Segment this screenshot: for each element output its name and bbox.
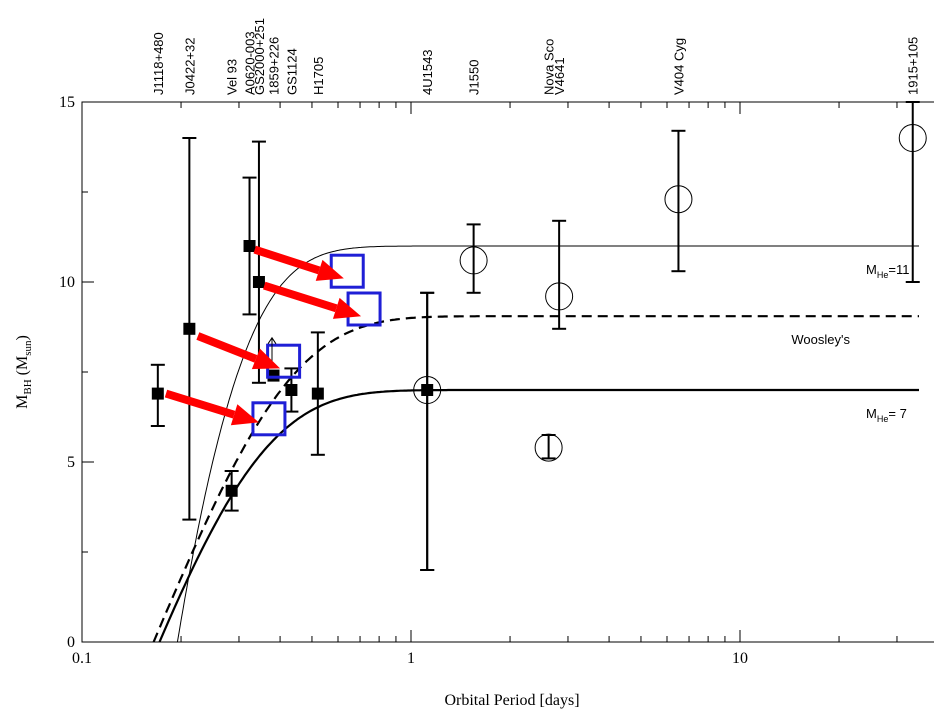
filled-square-marker [243, 240, 256, 252]
filled-square-marker [421, 384, 434, 396]
model-curves [152, 245, 919, 642]
source-label: GS1124 [284, 48, 299, 95]
red-arrow-shaft [196, 332, 258, 363]
filled-square-marker [267, 369, 280, 382]
axis-ticks: 0.1 1 10 0 5 10 15 [59, 94, 898, 667]
source-label: 1915+105 [906, 37, 921, 95]
curve-label: Woosley's [791, 332, 850, 347]
filled-square-marker [151, 387, 164, 400]
source-labels: J1118+480 J0422+32 Vel 93 A0620-003GS2000+2… [151, 18, 921, 95]
source-label: V404 Cyg [671, 38, 686, 95]
open-circle-marker [664, 185, 693, 214]
red-arrow-shaft [164, 389, 236, 419]
source-label: V4641 [552, 57, 567, 95]
data-markers [151, 124, 927, 497]
source-label: GS2000+251 [252, 18, 267, 95]
y-axis-label: MBH (Msun) [14, 335, 34, 409]
y-tick-label: 5 [67, 454, 75, 471]
open-square-marker [346, 291, 382, 327]
filled-square-marker [252, 276, 265, 288]
open-circle-marker [898, 124, 927, 152]
x-tick-label: 10 [732, 650, 748, 667]
source-label: 1859+226 [266, 37, 281, 95]
source-label: Vel 93 [225, 59, 240, 95]
y-tick-label: 0 [67, 634, 75, 651]
red-arrow-shaft [253, 245, 321, 275]
filled-square-marker [311, 387, 324, 400]
red-arrow-head [315, 259, 344, 281]
source-label: J1118+480 [151, 32, 166, 95]
source-label: H1705 [311, 57, 326, 95]
red-arrow-head [230, 404, 259, 426]
y-tick-label: 15 [59, 94, 75, 111]
filled-square-marker [183, 322, 196, 335]
plot-frame [81, 101, 934, 643]
open-circle-marker [413, 376, 442, 404]
open-circle-marker [459, 246, 488, 275]
source-label: 4U1543 [420, 49, 435, 95]
open-square-marker [329, 253, 365, 289]
red-arrow-shaft [263, 281, 338, 313]
shift-arrows [164, 245, 362, 426]
source-label: J1550 [467, 60, 482, 95]
small-up-arrow-head [267, 336, 277, 345]
source-label: A0620-003 [243, 31, 258, 95]
filled-square-marker [285, 384, 298, 396]
curve-labels: MHe=11 Woosley's MHe= 7 [791, 262, 909, 424]
source-label: J0422+32 [182, 38, 197, 95]
x-tick-label: 0.1 [72, 650, 92, 667]
curve-thick [158, 388, 919, 642]
curve-label: MHe=11 [866, 262, 909, 280]
y-tick-label: 10 [59, 274, 75, 291]
curve-label: MHe= 7 [866, 406, 907, 424]
curve-dashed [152, 315, 919, 642]
open-circle-marker [545, 282, 574, 311]
filled-square-marker [225, 484, 238, 497]
x-tick-label: 1 [407, 650, 415, 667]
source-label: Nova Sco [542, 39, 557, 95]
open-circle-marker [534, 433, 563, 462]
x-axis-label: Orbital Period [days] [444, 692, 579, 709]
red-arrow-head [251, 348, 281, 370]
red-arrow-head [332, 297, 362, 319]
